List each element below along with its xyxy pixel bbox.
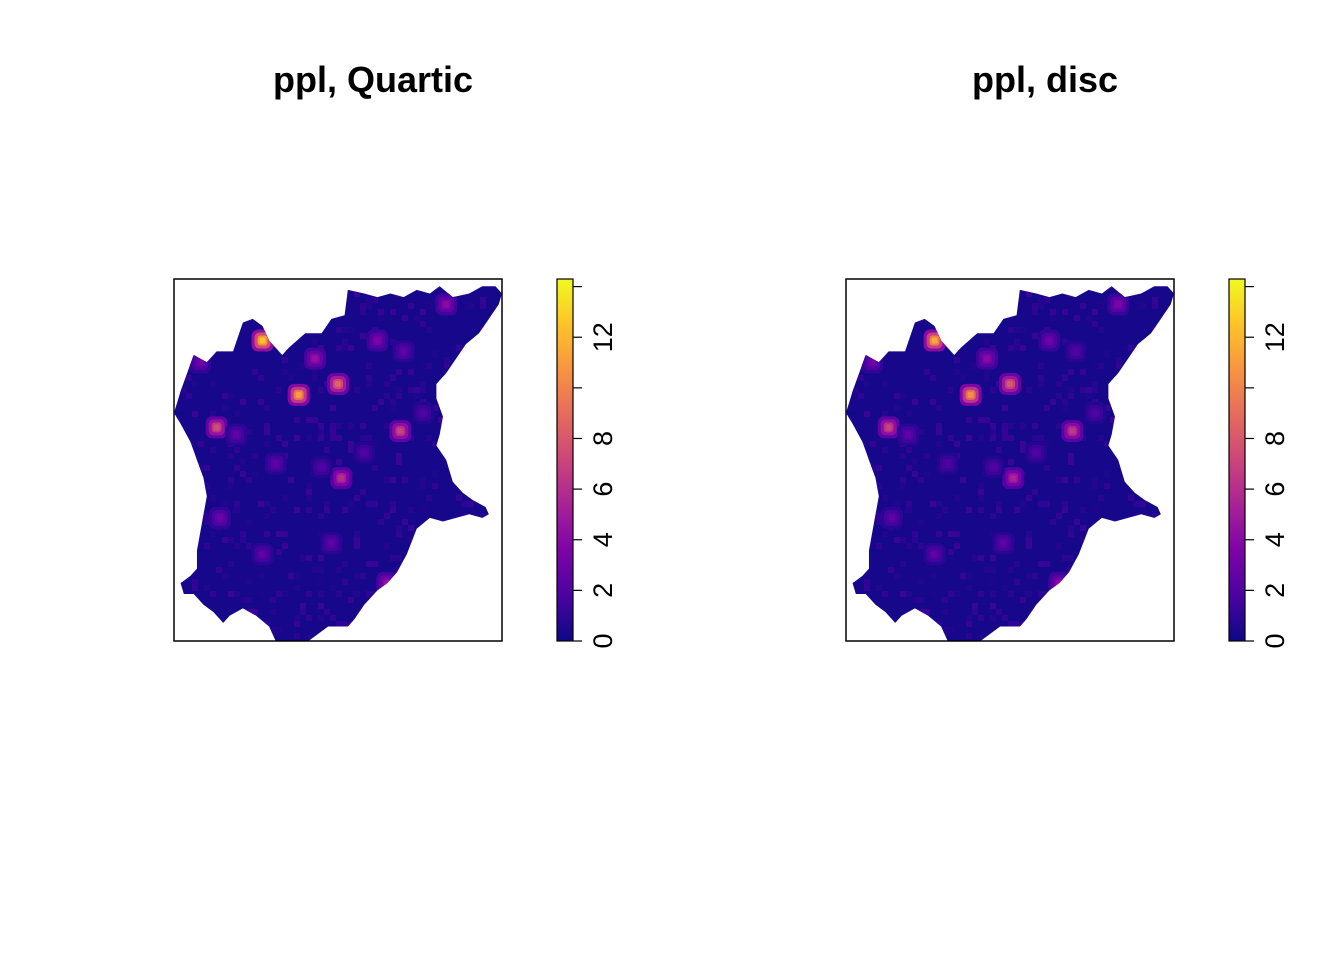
hotspot	[1107, 293, 1130, 316]
hotspot	[320, 532, 343, 555]
chart-title: ppl, disc	[972, 59, 1118, 100]
colorbar-tick-label: 6	[1260, 482, 1290, 497]
hotspot	[435, 293, 458, 316]
hotspot	[982, 456, 1005, 479]
hotspot	[897, 423, 920, 446]
hotspot	[208, 506, 231, 529]
hotspot	[877, 416, 900, 439]
colorbar-tick-label: 4	[588, 532, 618, 547]
plot-frame	[173, 278, 503, 642]
colorbar-tick-label: 12	[588, 322, 618, 352]
colorbar-tick-label: 2	[1260, 583, 1290, 598]
colorbar-tick-label: 2	[588, 583, 618, 598]
hotspot	[923, 543, 946, 566]
plot-frame	[845, 278, 1175, 642]
hotspot	[310, 456, 333, 479]
hotspot	[304, 347, 327, 370]
hotspot	[330, 467, 353, 490]
hotspot	[936, 452, 959, 475]
hotspot	[287, 383, 310, 406]
panel-quartic: ppl, Quartic 0 2 4 6 8 12	[173, 59, 618, 649]
colorbar-tick-label: 0	[1260, 633, 1290, 648]
hotspot	[327, 372, 349, 395]
colorbar-tick-label: 12	[1260, 322, 1290, 352]
hotspot	[264, 452, 287, 475]
colorbar	[556, 278, 574, 642]
hotspot	[376, 572, 399, 595]
hotspot	[392, 340, 415, 363]
hotspot	[251, 543, 274, 566]
hotspot	[205, 416, 228, 439]
hotspot	[251, 329, 274, 352]
hotspot	[225, 423, 248, 446]
density-raster	[846, 286, 1174, 642]
hotspot	[1048, 572, 1071, 595]
colorbar	[1228, 278, 1246, 642]
panel-disc: ppl, disc 0 2 4 6 8 12	[845, 59, 1290, 649]
hotspot	[976, 347, 999, 370]
hotspot	[366, 329, 389, 352]
hotspot	[1002, 467, 1025, 490]
hotspot	[959, 383, 982, 406]
hotspot	[1064, 340, 1087, 363]
hotspot	[412, 401, 435, 424]
hotspot	[1025, 441, 1048, 464]
colorbar-tick-label: 6	[588, 482, 618, 497]
colorbar-tick-label: 0	[588, 633, 618, 648]
hotspot	[1061, 420, 1084, 443]
hotspot	[1038, 329, 1061, 352]
hotspot	[923, 329, 946, 352]
hotspot	[189, 351, 212, 374]
density-raster	[174, 286, 502, 642]
hotspot	[999, 372, 1021, 395]
hotspot	[389, 420, 412, 443]
hotspot	[992, 532, 1015, 555]
colorbar-tick-label: 8	[588, 431, 618, 446]
hotspot	[880, 506, 903, 529]
hotspot	[353, 441, 376, 464]
colorbar-tick-label: 4	[1260, 532, 1290, 547]
colorbar-tick-label: 8	[1260, 431, 1290, 446]
hotspot	[1084, 401, 1107, 424]
chart-title: ppl, Quartic	[273, 59, 473, 100]
hotspot	[861, 351, 884, 374]
